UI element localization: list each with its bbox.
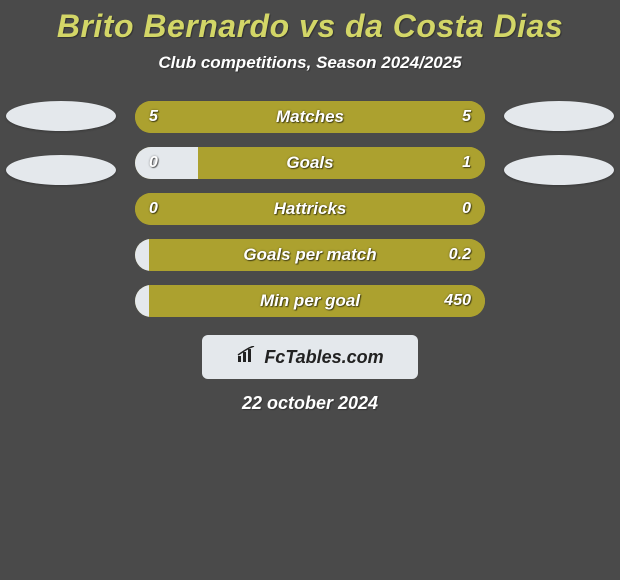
bar-right-fill: [310, 101, 485, 133]
comparison-chart: Matches55 Goals01 Hattricks00 Goals per mat…: [0, 101, 620, 317]
player-b-oval: [504, 101, 614, 131]
branding-label: FcTables.com: [264, 347, 383, 368]
player-b-oval: [504, 155, 614, 185]
bar-track: Goals per match0.2: [135, 239, 485, 271]
stat-row: Matches55: [135, 101, 485, 133]
bar-left-fill: [135, 147, 198, 179]
stat-row: Goals01: [135, 147, 485, 179]
branding-box[interactable]: FcTables.com: [202, 335, 418, 379]
bar-right-fill: [149, 239, 485, 271]
player-a-oval: [6, 101, 116, 131]
bar-track: Goals01: [135, 147, 485, 179]
bars-chart-icon: [236, 346, 258, 369]
subtitle: Club competitions, Season 2024/2025: [0, 53, 620, 73]
bar-right-fill: [149, 285, 485, 317]
stat-row: Min per goal450: [135, 285, 485, 317]
date-text: 22 october 2024: [0, 393, 620, 414]
stat-row: Hattricks00: [135, 193, 485, 225]
page-title: Brito Bernardo vs da Costa Dias: [0, 0, 620, 45]
bar-left-fill: [135, 239, 149, 271]
stat-row: Goals per match0.2: [135, 239, 485, 271]
branding-content: FcTables.com: [236, 346, 383, 369]
bar-track: Min per goal450: [135, 285, 485, 317]
bar-track: Matches55: [135, 101, 485, 133]
bars-holder: Matches55 Goals01 Hattricks00 Goals per mat…: [135, 101, 485, 317]
bar-right-fill: [310, 193, 485, 225]
bar-track: Hattricks00: [135, 193, 485, 225]
player-a-oval: [6, 155, 116, 185]
bar-left-fill: [135, 101, 310, 133]
bar-right-fill: [198, 147, 485, 179]
bar-left-fill: [135, 285, 149, 317]
bar-left-fill: [135, 193, 310, 225]
